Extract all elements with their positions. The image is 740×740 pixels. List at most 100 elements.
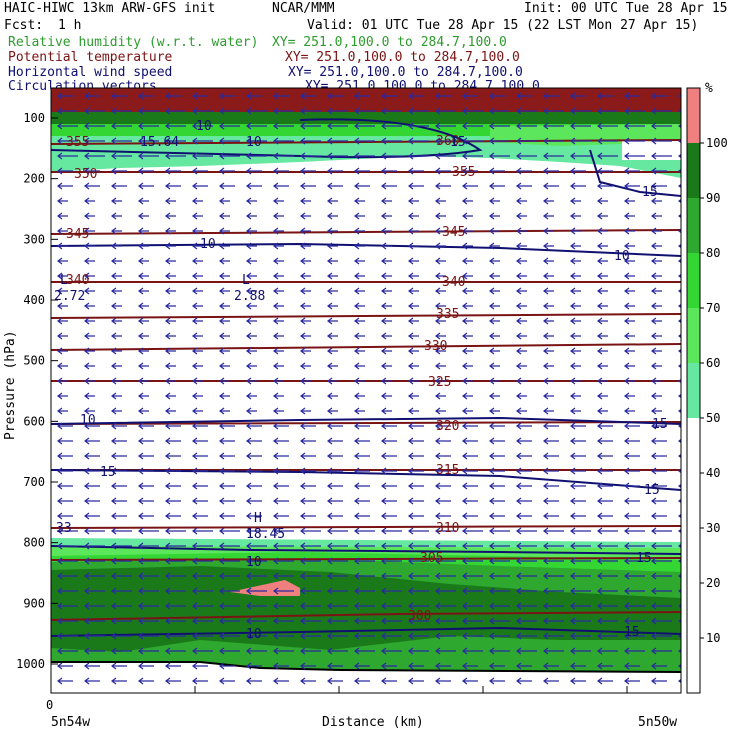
wind-vector [57,212,68,220]
theta-label: 345 [442,225,465,240]
wind-vector [354,587,375,595]
wind-vector [57,677,73,685]
x-axis-title: Distance (km) [322,715,424,730]
wind-label: 15 [642,185,658,200]
wind-vector [219,422,235,430]
wind-vector [84,92,100,100]
wind-vector [408,347,419,355]
wind-vector [651,242,662,250]
wind-vector [516,152,537,160]
wind-vector [435,392,446,400]
wind-vector [327,482,343,490]
x-left-label: 5n54w [51,715,90,730]
wind-vector [57,227,68,235]
wind-vector [165,602,186,610]
wind-vector [462,92,478,100]
wind-vector [354,437,370,445]
wind-vector [543,152,564,160]
wind-vector [543,587,564,595]
wind-vector [408,272,419,280]
wind-vector [381,497,397,505]
wind-vector [111,452,127,460]
wind-vector [651,557,672,565]
wind-vector [111,437,127,445]
field-theta-xy: XY= 251.0,100.0 to 284.7,100.0 [285,50,520,65]
wind-vector [57,317,68,325]
wind-vector [543,617,564,625]
wind-vector [84,272,95,280]
wind-vector [273,242,284,250]
wind-vector [651,602,672,610]
wind-vector [354,467,370,475]
wind-vector [570,512,586,520]
wind-vector [111,572,132,580]
wind-vector [219,542,240,550]
wind-vector [408,212,419,220]
wind-vector [408,302,419,310]
wind-vector [165,437,181,445]
wind-vector [516,437,532,445]
wind-vector [354,572,375,580]
wind-vector [327,257,338,265]
wind-vector [408,422,424,430]
wind-vector [678,588,681,594]
wind-vector [246,377,257,385]
wind-vector [651,212,662,220]
wind-vector [138,167,154,175]
wind-vector [381,152,402,160]
wind-vector [84,557,105,565]
wind-vector [327,92,343,100]
wind-vector [165,137,186,145]
wind-vector [624,662,640,670]
wind-vector [246,392,257,400]
wind-vector [651,587,672,595]
wind-vector [327,392,338,400]
wind-vector [246,227,257,235]
wind-vector [300,152,321,160]
wind-vector [624,197,635,205]
wind-vector [219,572,240,580]
wind-vector [354,542,375,550]
wind-vector [489,272,500,280]
wind-vector [219,662,235,670]
wind-vector [462,362,473,370]
wind-vector [300,632,321,640]
wind-vector [543,497,559,505]
wind-contour-d [51,416,681,425]
wind-vector [246,182,262,190]
wind-vector [489,347,500,355]
wind-vector [300,197,311,205]
wind-vector [273,452,289,460]
wind-vector [624,572,645,580]
wind-vector [543,107,564,115]
theta-contour-300 [51,611,681,621]
wind-vector [462,332,473,340]
wind-vector [408,152,429,160]
wind-vector [354,557,375,565]
wind-vector [165,92,181,100]
wind-vector [543,257,554,265]
wind-vector [57,182,73,190]
wind-vector [111,332,122,340]
wind-vector [192,557,213,565]
colorbar-tick-label: 90 [706,191,720,205]
wind-vector [678,633,681,639]
wind-vector [57,587,78,595]
rh-band-low-dark [51,566,681,652]
valid-time: Valid: 01 UTC Tue 28 Apr 15 (22 LST Mon … [307,18,699,33]
wind-vector [381,422,397,430]
wind-vector [246,152,267,160]
wind-vector [516,557,537,565]
wind-vector [111,407,122,415]
wind-vector [300,587,321,595]
wind-vector [84,332,95,340]
wind-vector [435,662,451,670]
wind-vector [354,677,370,685]
wind-vector [165,632,186,640]
wind-vector [516,92,532,100]
wind-vector [327,407,338,415]
wind-vector [381,137,402,145]
wind-vector [381,677,397,685]
wind-vector [300,677,316,685]
